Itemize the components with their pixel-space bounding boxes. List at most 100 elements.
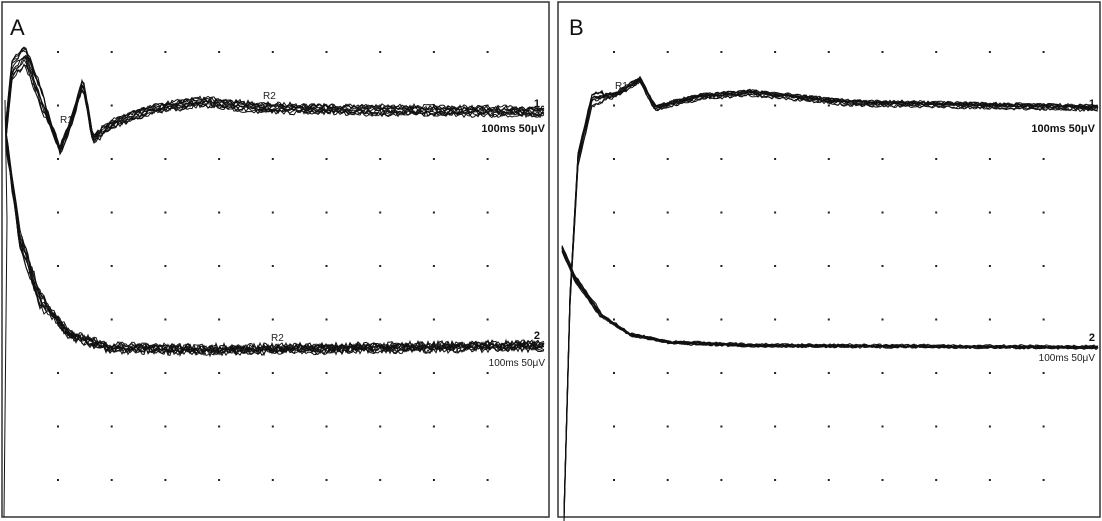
grid-dot (1042, 158, 1045, 160)
grid-dot (827, 318, 830, 321)
grid-dot (1042, 265, 1045, 267)
scale-label: 100ms 50μV (489, 358, 546, 369)
grid-dot (110, 425, 113, 428)
grid-dot (827, 104, 830, 107)
grid-dot (486, 425, 489, 428)
grid-dot (432, 318, 435, 321)
grid-dot (666, 318, 669, 321)
grid-dot (271, 211, 274, 214)
grid-dot (1042, 211, 1045, 214)
grid-dot (881, 158, 884, 160)
grid-dot (164, 265, 167, 267)
scale-label: 100ms 50μV (481, 123, 545, 135)
grid-dot (57, 51, 59, 53)
grid-dot (432, 372, 435, 374)
grid-dot (720, 104, 723, 107)
grid-dot (613, 104, 615, 107)
trace (563, 75, 1099, 511)
grid-dot (110, 158, 113, 160)
grid-dot (935, 425, 938, 428)
grid-dot (774, 104, 777, 107)
grid-dot (432, 51, 435, 53)
grid-dot (935, 372, 938, 374)
grid-dot (432, 479, 435, 481)
trace (5, 55, 545, 153)
grid-dot (988, 425, 991, 428)
trace (5, 49, 545, 148)
grid-dot (720, 51, 723, 53)
grid-dot (271, 158, 274, 160)
grid-dot (110, 479, 113, 481)
grid-dot (218, 158, 221, 160)
marker-label: R1 (60, 115, 73, 126)
grid-dot (613, 479, 615, 481)
grid-dot (827, 425, 830, 428)
grid-dot (988, 479, 991, 481)
grid-dot (110, 318, 113, 321)
grid-dot (325, 158, 328, 160)
grid-dot (720, 265, 723, 267)
grid-dot (720, 372, 723, 374)
grid-dot (325, 318, 328, 321)
grid-dot (218, 211, 221, 214)
grid-dot (432, 425, 435, 428)
grid-dot (218, 425, 221, 428)
grid-dot (774, 211, 777, 214)
grid-dot (666, 479, 669, 481)
grid-dot (881, 318, 884, 321)
grid-dot (935, 158, 938, 160)
grid-dot (935, 51, 938, 53)
trace (5, 139, 545, 354)
grid-dot (486, 372, 489, 374)
grid-dot (935, 318, 938, 321)
grid-dot (1042, 479, 1045, 481)
grid-dot (613, 372, 615, 374)
grid-dot (218, 265, 221, 267)
grid-dot (1042, 372, 1045, 374)
grid-dot (881, 425, 884, 428)
trace (561, 248, 1099, 350)
channel-number: 2 (1089, 332, 1095, 344)
grid-dot (218, 51, 221, 53)
grid-dot (613, 211, 615, 214)
grid-dot (935, 265, 938, 267)
grid-dot (666, 158, 669, 160)
grid-dot (271, 479, 274, 481)
grid-dot (432, 211, 435, 214)
scale-label: 100ms 50μV (1031, 123, 1095, 135)
grid-dot (57, 425, 59, 428)
grid-dot (774, 425, 777, 428)
grid-dot (379, 265, 382, 267)
grid-dot (774, 318, 777, 321)
grid-dot (774, 372, 777, 374)
grid-dot (379, 158, 382, 160)
grid-dot (1042, 425, 1045, 428)
grid-dot (325, 265, 328, 267)
grid-dot (110, 265, 113, 267)
grid-dot (57, 265, 59, 267)
grid-dot (164, 479, 167, 481)
grid-dot (164, 372, 167, 374)
channel-number: 2 (534, 330, 540, 342)
grid-dot (164, 158, 167, 160)
marker-label: R2 (263, 91, 276, 102)
grid-dot (110, 211, 113, 214)
grid-dot (774, 265, 777, 267)
panel-label: A (10, 15, 25, 40)
trace (563, 79, 1099, 518)
grid-dot (218, 372, 221, 374)
grid-dot (432, 265, 435, 267)
trace (5, 47, 545, 150)
grid-dot (164, 211, 167, 214)
channel-number: 1 (1089, 98, 1095, 110)
grid-dot (881, 211, 884, 214)
grid-dot (666, 51, 669, 53)
grid-dot (110, 104, 113, 107)
grid-dot (720, 425, 723, 428)
grid-dot (379, 211, 382, 214)
grid-dot (666, 211, 669, 214)
grid-dot (881, 479, 884, 481)
grid-dot (486, 51, 489, 53)
grid-dot (110, 51, 113, 53)
